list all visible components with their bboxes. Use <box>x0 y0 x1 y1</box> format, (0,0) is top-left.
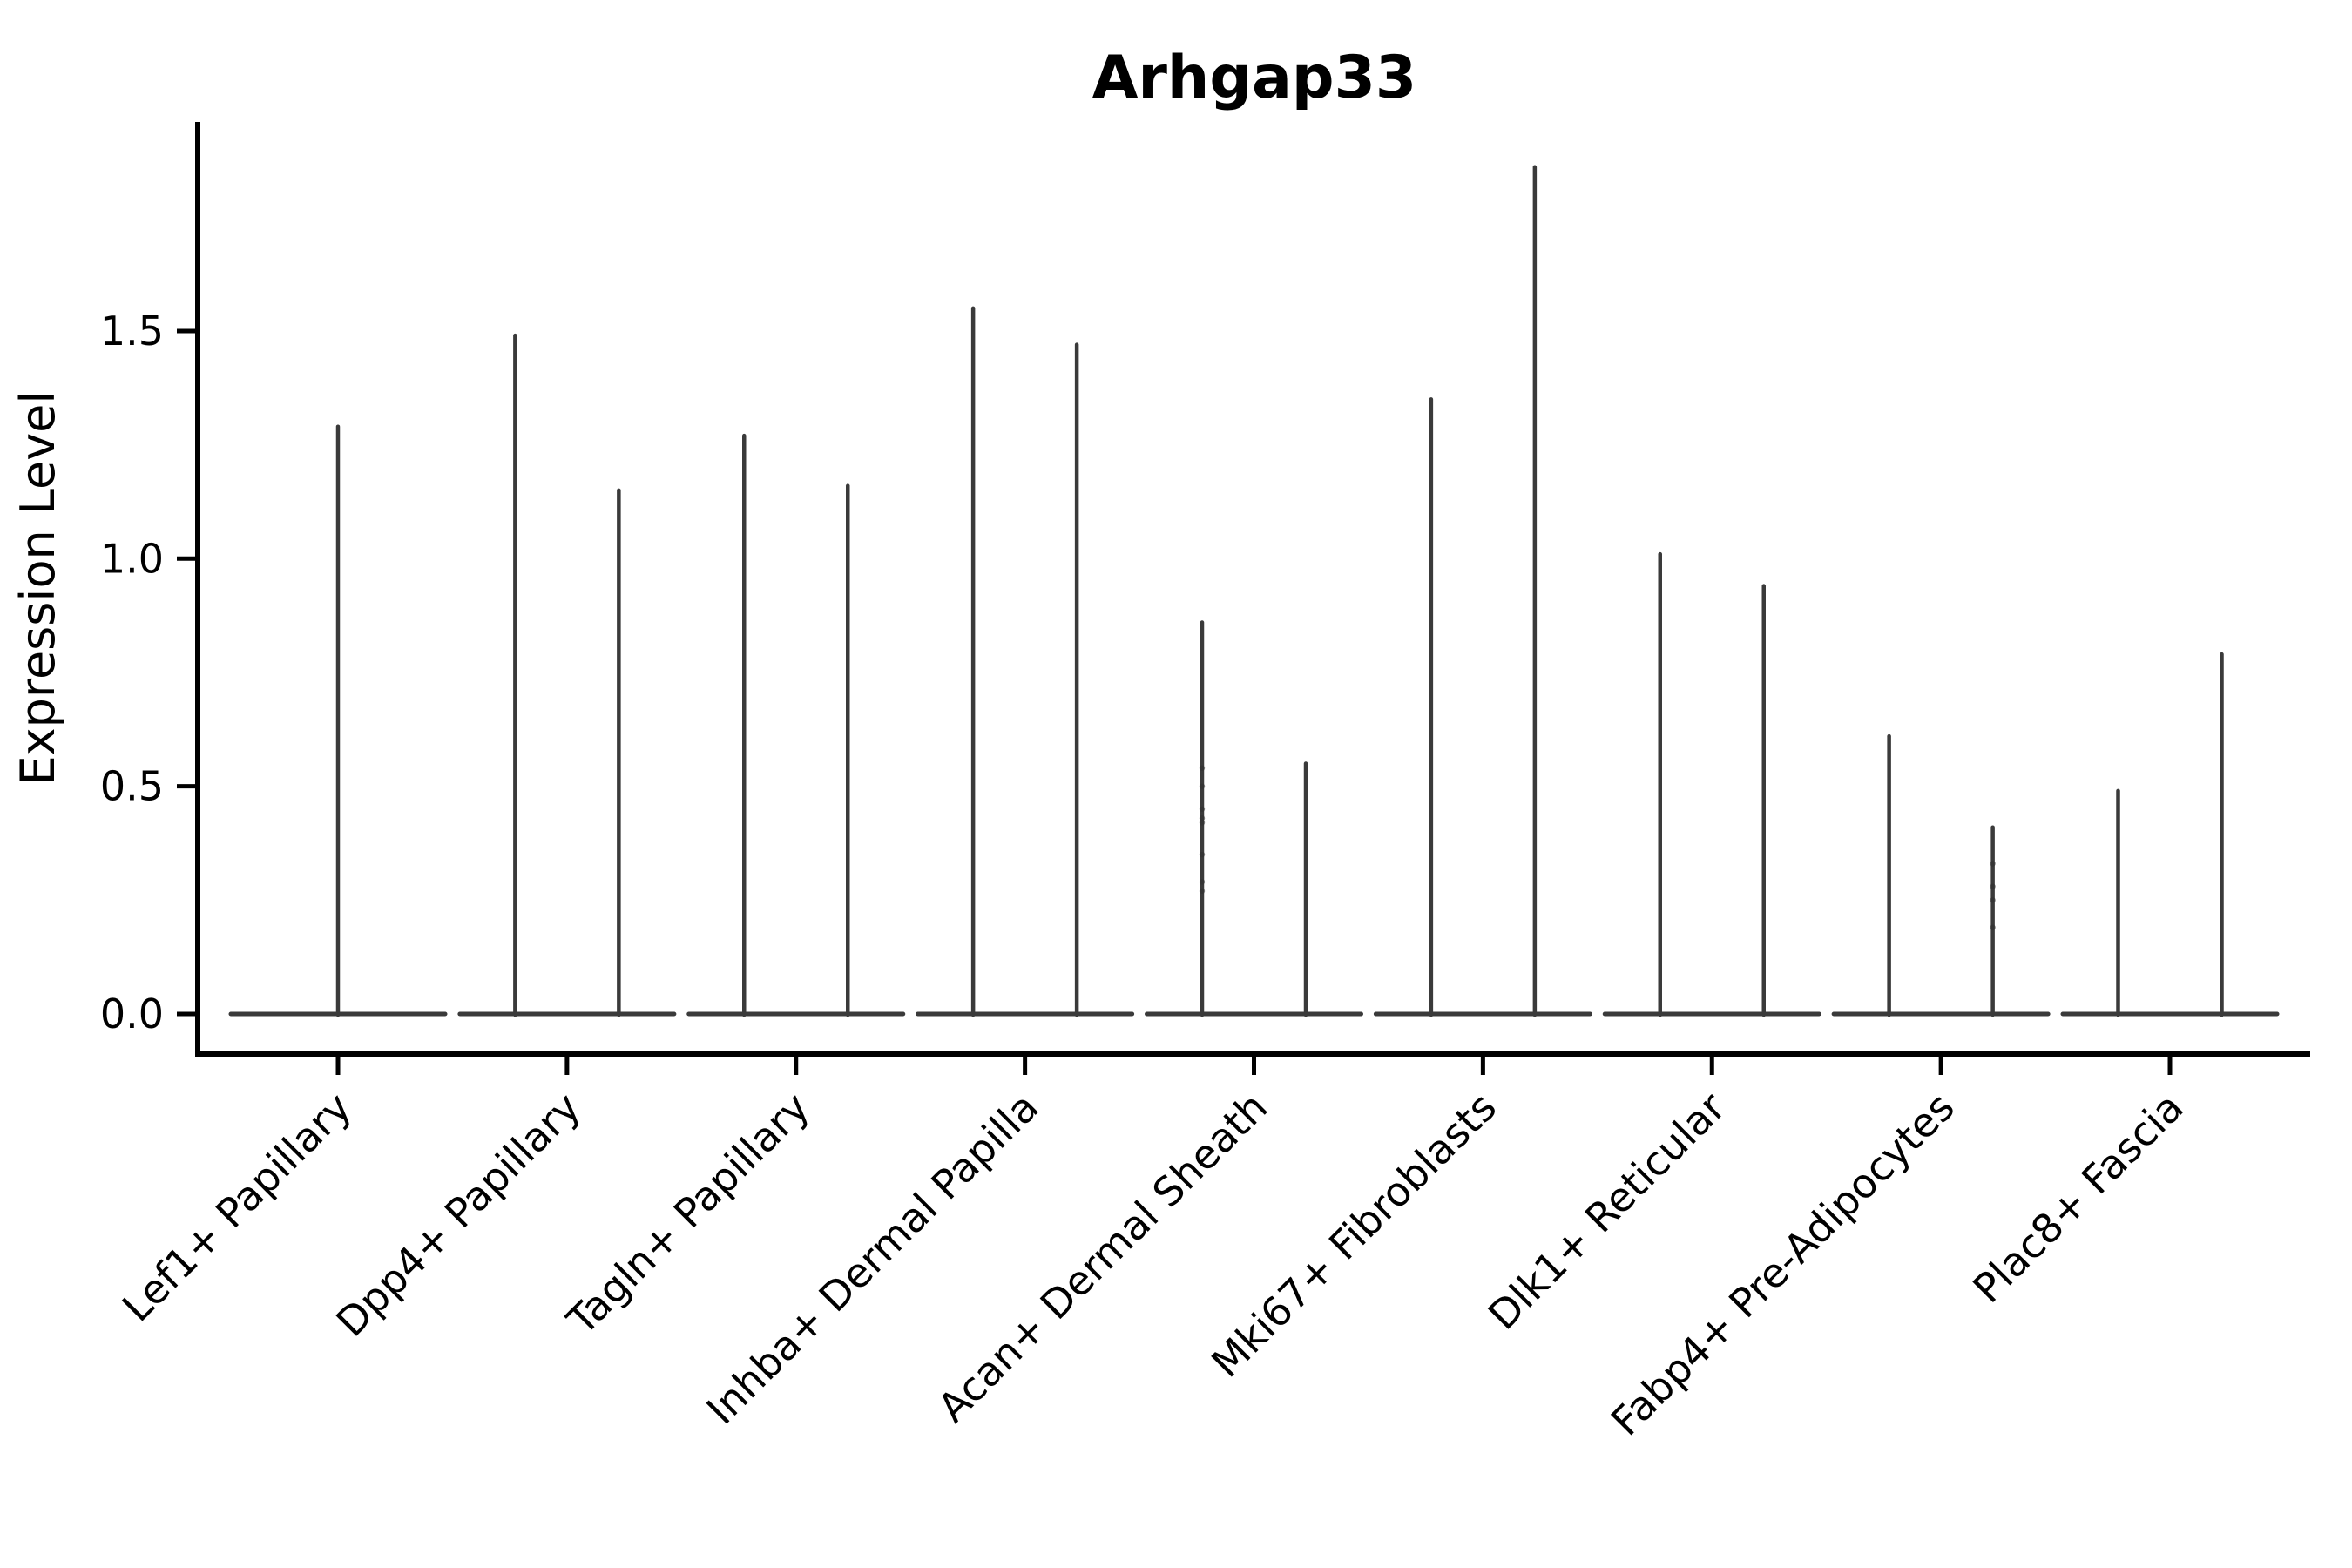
x-tick-label: Lef1+ Papillary <box>113 1084 361 1331</box>
cell-point <box>1990 924 1996 930</box>
cell-point <box>1199 879 1206 885</box>
cell-point <box>1199 815 1206 821</box>
y-tick-label: 0.0 <box>100 990 164 1037</box>
y-tick-label: 1.5 <box>100 308 164 355</box>
cell-point <box>1199 806 1206 812</box>
x-tick-label: Tagln+ Papillary <box>558 1084 819 1345</box>
cell-point <box>1199 820 1206 826</box>
y-tick-label: 1.0 <box>100 535 164 582</box>
cell-point <box>1199 783 1206 789</box>
x-tick-label: Dpp4+ Papillary <box>327 1084 589 1346</box>
cell-point <box>1199 851 1206 858</box>
x-tick-label: Dlk1+ Reticular <box>1479 1084 1734 1339</box>
cell-point <box>1199 888 1206 895</box>
cell-point <box>1199 765 1206 771</box>
cell-point <box>1990 883 1996 889</box>
chart-title: Arhgap33 <box>1092 44 1416 112</box>
y-axis-label: Expression Level <box>10 391 65 786</box>
y-tick-label: 0.5 <box>100 763 164 810</box>
cell-point <box>1990 861 1996 867</box>
cell-point <box>1990 897 1996 903</box>
x-tick-label: Plac8+ Fascia <box>1963 1084 2192 1312</box>
